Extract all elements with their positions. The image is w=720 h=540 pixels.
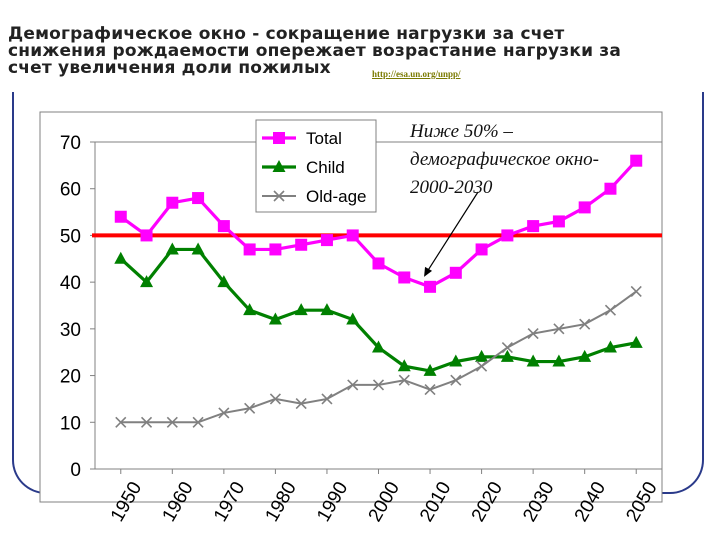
data-point-child: [423, 363, 437, 376]
y-tick-label: 60: [60, 180, 81, 201]
data-point-oldage: [295, 398, 307, 410]
y-tick-label: 40: [60, 273, 81, 294]
data-point-oldage: [372, 379, 385, 391]
source-link[interactable]: http://esa.un.org/unpp/: [372, 69, 461, 79]
data-point-total: [295, 238, 308, 251]
y-tick-label: 0: [70, 460, 81, 481]
data-point-oldage: [321, 393, 333, 405]
data-point-child: [140, 275, 154, 288]
data-point-child: [294, 303, 308, 316]
data-point-total: [140, 229, 153, 242]
legend-marker-child: [272, 160, 286, 172]
data-point-child: [552, 354, 566, 367]
legend-label-child: Child: [306, 158, 345, 177]
data-point-total: [192, 192, 205, 205]
data-point-child: [526, 354, 540, 367]
slide-title: Демографическое окно - сокращение нагруз…: [8, 26, 621, 77]
y-tick-label: 20: [60, 367, 81, 388]
legend-marker-total: [273, 132, 285, 144]
data-point-total: [449, 266, 462, 279]
annotation-arrow-head: [424, 266, 433, 277]
data-point-oldage: [192, 416, 204, 428]
data-point-child: [191, 242, 205, 255]
data-point-oldage: [604, 304, 617, 316]
plot-area: [94, 141, 663, 470]
title-line-1: Демографическое окно - сокращение нагруз…: [8, 24, 565, 44]
data-point-child: [268, 312, 282, 325]
data-point-child: [320, 303, 334, 316]
legend-label-total: Total: [306, 129, 342, 148]
data-point-oldage: [501, 341, 513, 354]
annotation-arrow-line: [426, 191, 479, 273]
legend-marker-oldage: [273, 190, 285, 202]
data-point-child: [346, 312, 360, 325]
data-point-oldage: [244, 402, 256, 414]
data-point-child: [603, 340, 617, 353]
data-point-total: [424, 280, 437, 293]
data-point-oldage: [630, 285, 642, 298]
data-point-total: [269, 243, 282, 256]
y-tick-label: 70: [60, 133, 81, 154]
window-annotation: Ниже 50% – демографическое окно- 2000-20…: [410, 121, 599, 198]
data-point-child: [114, 251, 128, 264]
data-point-oldage: [166, 416, 178, 428]
data-point-oldage: [115, 416, 127, 428]
data-point-total: [398, 271, 411, 284]
legend-label-oldage: Old-age: [306, 187, 366, 206]
title-line-2: снижения рождаемости опережает возрастан…: [8, 41, 622, 61]
data-point-child: [578, 349, 592, 362]
y-tick-label: 50: [60, 226, 81, 247]
data-point-total: [475, 243, 488, 256]
title-line-3: счет увеличения доли пожилых: [8, 58, 331, 78]
data-point-child: [397, 359, 411, 372]
y-tick-label: 10: [60, 413, 81, 434]
data-point-total: [114, 210, 127, 223]
data-point-oldage: [553, 323, 565, 335]
data-point-oldage: [527, 327, 539, 340]
data-point-child: [243, 303, 257, 316]
data-point-child: [449, 354, 463, 367]
data-point-oldage: [140, 416, 153, 428]
data-point-total: [346, 229, 359, 242]
data-point-oldage: [579, 318, 591, 330]
data-point-total: [578, 201, 591, 214]
data-point-oldage: [424, 384, 436, 396]
data-point-oldage: [398, 374, 410, 386]
data-point-child: [217, 275, 231, 288]
data-point-child: [165, 242, 179, 255]
data-point-total: [243, 243, 256, 256]
y-tick-label: 30: [60, 320, 81, 341]
data-point-child: [629, 335, 643, 348]
data-point-total: [552, 215, 565, 228]
data-point-total: [217, 220, 230, 233]
data-point-total: [320, 234, 333, 247]
data-point-oldage: [218, 407, 230, 419]
data-point-child: [500, 349, 514, 362]
data-point-oldage: [476, 360, 488, 372]
data-point-oldage: [450, 374, 462, 386]
data-point-total: [527, 220, 540, 233]
data-point-child: [372, 340, 385, 353]
data-point-total: [604, 182, 617, 195]
data-point-total: [501, 229, 514, 242]
data-point-oldage: [347, 379, 359, 391]
data-point-total: [630, 154, 643, 167]
data-point-oldage: [269, 393, 281, 405]
data-point-child: [475, 349, 489, 362]
data-point-total: [166, 196, 179, 209]
data-point-total: [372, 257, 385, 270]
